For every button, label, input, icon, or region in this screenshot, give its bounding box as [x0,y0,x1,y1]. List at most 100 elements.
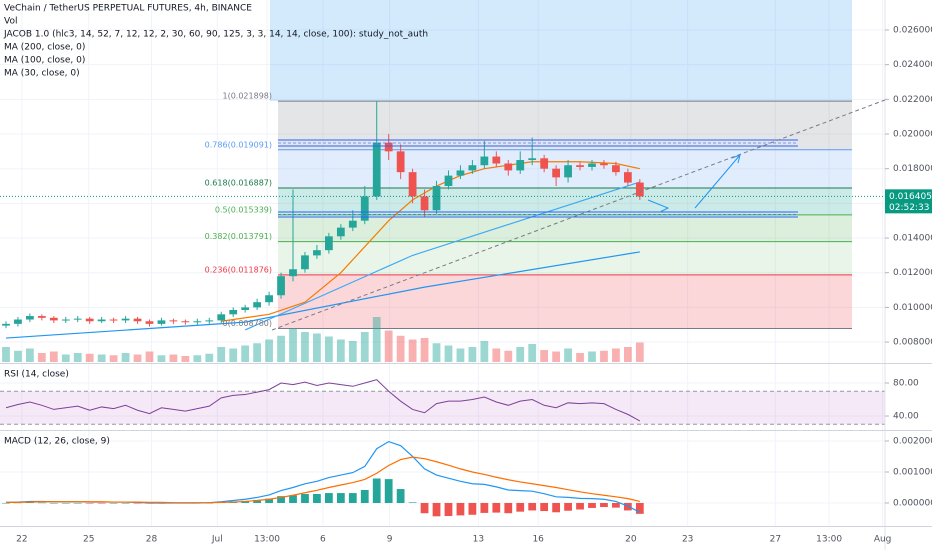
volume-bar [623,347,632,362]
volume-bar [14,350,22,362]
histogram-bar [109,502,118,504]
histogram-bar [372,478,381,503]
candle-body [588,163,596,167]
candle-body [157,320,166,324]
histogram-bar [528,502,537,511]
legend-entry: MA (100, close, 0) [4,56,85,66]
y-tick-label: 80.00 [893,379,919,389]
volume-bar [480,341,489,362]
candle-body [277,276,285,296]
volume-bar [313,333,321,362]
histogram-bar [540,502,549,512]
histogram-bar [277,496,285,503]
x-tick-label: 25 [83,535,94,545]
fib-zone [278,101,852,150]
histogram-bar [576,502,584,510]
volume-bar [145,351,154,362]
candle-body [420,196,429,211]
volume-bar [181,356,190,362]
ma-line [244,181,641,331]
candle-body [456,170,465,176]
y-tick-label: 0.002000 [893,436,932,446]
volume-bar [528,344,537,362]
histogram-bar [408,502,417,503]
volume-bar [301,332,309,362]
volume-bar [372,317,381,362]
candle-body [133,318,142,322]
x-tick-label: 13:00 [254,535,280,545]
y-tick-label: 0.022000 [893,95,932,105]
countdown: 02:52:33 [889,203,929,213]
fib-label: 0.382(0.013791) [205,232,272,241]
histogram-bar [73,502,82,504]
volume-bar [121,353,130,362]
histogram-bar [504,502,513,514]
legend-entry: MA (30, close, 0) [4,69,80,79]
fib-label: 0.236(0.011876) [205,265,272,274]
volume-bar [205,353,214,362]
histogram-bar [384,479,393,503]
rsi-band [0,391,885,425]
volume-bar [564,348,572,362]
histogram-bar [444,502,453,517]
volume-bar [61,354,70,362]
volume-bar [396,335,405,362]
candle-body [552,168,561,178]
volume-bar [456,348,465,362]
y-tick-label: 0.024000 [893,60,932,70]
volume-bar [360,332,369,362]
volume-bar [2,347,10,362]
x-tick-label: Jul [211,535,223,545]
x-tick-label: 20 [625,535,637,545]
y-tick-label: 0.012000 [893,268,932,278]
candle-body [528,158,537,161]
y-tick-label: 0.010000 [893,303,932,313]
candle-body [61,319,70,321]
candle-body [324,236,333,251]
x-tick-label: 28 [146,535,158,545]
macd-line [5,456,640,504]
fib-label: 0(0.008780) [222,319,272,328]
histogram-bar [313,494,321,503]
volume-bar [420,338,429,362]
y-tick-label: 40.00 [893,412,919,422]
candle-body [49,317,58,321]
volume-bar [229,348,238,362]
histogram-bar [324,493,333,503]
volume-bar [49,351,58,362]
volume-bar [253,343,262,362]
volume-bar [516,347,525,362]
volume-bar [85,353,94,362]
projection-arrow [694,154,741,209]
volume-bar [384,330,393,362]
fib-zone [278,241,852,275]
histogram-bar [516,502,525,512]
histogram-bar [301,494,309,503]
histogram-bar [37,502,46,504]
projection-arrow [647,199,670,213]
volume-bar [26,348,34,362]
histogram-bar [480,502,489,513]
fib-label: 1(0.021898) [222,92,272,101]
x-tick-label: 22 [16,535,27,545]
volume-bar [97,354,106,362]
candle-body [372,142,381,197]
candle-body [600,163,608,166]
histogram-bar [552,502,561,513]
candle-body [97,319,106,322]
volume-bar [468,347,477,362]
volume-bar [635,342,644,362]
legend-entry: Vol [4,17,17,27]
histogram-bar [85,502,94,504]
candle-body [229,309,238,315]
highlight-zone [270,0,852,102]
pane-title: MACD (12, 26, close, 9) [4,437,110,447]
background-layer [0,0,885,526]
candle-body [241,307,250,310]
candle-body [360,196,369,221]
candle-body [85,318,94,322]
candle-body [432,186,441,211]
candle-body [26,316,34,320]
candle-body [73,318,82,320]
